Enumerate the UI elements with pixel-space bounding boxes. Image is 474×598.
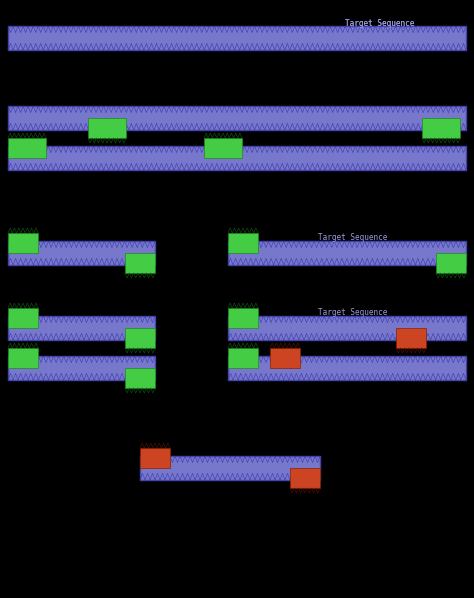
Bar xyxy=(396,328,426,348)
Text: Target Sequence: Target Sequence xyxy=(318,308,387,317)
Bar xyxy=(436,253,466,273)
Bar xyxy=(140,448,170,468)
Bar xyxy=(228,233,258,253)
Bar xyxy=(8,138,46,158)
Bar xyxy=(125,253,155,273)
Bar xyxy=(8,241,155,265)
Bar xyxy=(8,146,466,170)
Bar xyxy=(140,456,320,480)
Text: Target Sequence: Target Sequence xyxy=(345,19,414,28)
Text: Target Sequence: Target Sequence xyxy=(318,233,387,242)
Bar xyxy=(8,233,38,253)
Bar xyxy=(228,241,466,265)
Bar xyxy=(8,26,466,50)
Text: Target Sequence: Target Sequence xyxy=(345,19,414,28)
Bar xyxy=(8,106,466,130)
Bar xyxy=(125,368,155,388)
Bar xyxy=(8,316,155,340)
Bar xyxy=(204,138,242,158)
Bar xyxy=(8,348,38,368)
Bar xyxy=(228,348,258,368)
Bar xyxy=(228,356,466,380)
Bar xyxy=(88,118,126,138)
Bar xyxy=(228,308,258,328)
Bar xyxy=(228,316,466,340)
Bar xyxy=(270,348,300,368)
Bar xyxy=(8,356,155,380)
Bar xyxy=(125,328,155,348)
Bar xyxy=(422,118,460,138)
Bar xyxy=(8,308,38,328)
Bar xyxy=(290,468,320,488)
